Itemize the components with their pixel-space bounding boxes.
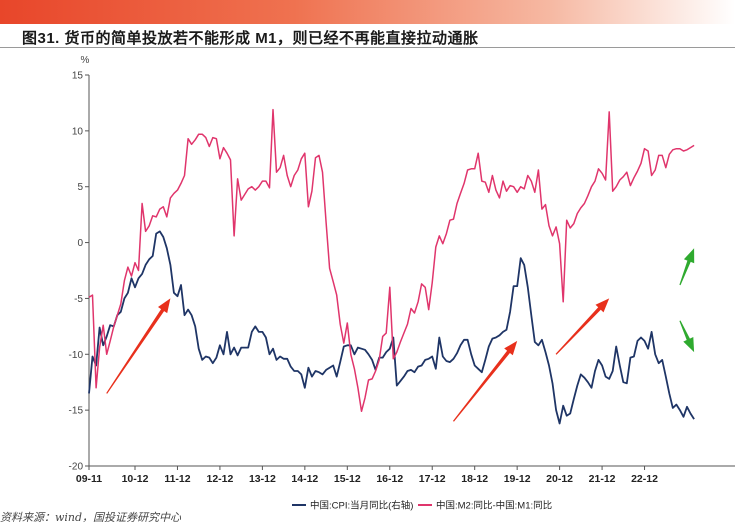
- x-tick-label: 22-12: [631, 473, 658, 485]
- x-tick-label: 09-11: [76, 473, 102, 485]
- source-note: 资料来源：wind，国投证券研究中心: [0, 511, 182, 524]
- x-tick-label: 12-12: [206, 473, 233, 485]
- y-axis-unit-label: %: [81, 55, 90, 66]
- x-tick-label: 13-12: [249, 473, 276, 485]
- series-line-cpi: [88, 230, 695, 425]
- series-line-m2-m1: [88, 108, 695, 413]
- x-tick-label: 19-12: [504, 473, 531, 485]
- x-tick-label: 16-12: [376, 473, 403, 485]
- legend-label-m2-m1: 中国:M2:同比-中国:M1:同比: [436, 500, 552, 512]
- x-tick-label: 21-12: [589, 473, 616, 485]
- header-band: [0, 0, 735, 24]
- x-tick-label: 14-12: [291, 473, 318, 485]
- green-trend-arrow: [679, 320, 695, 353]
- x-tick-label: 20-12: [546, 473, 573, 485]
- y-tick-label: -5: [74, 294, 83, 305]
- y-tick-label: -15: [69, 406, 84, 417]
- x-tick-label: 10-12: [122, 473, 149, 485]
- x-tick-label: 11-12: [164, 473, 190, 485]
- red-trend-arrow: [555, 298, 610, 355]
- figure-title: 图31. 货币的简单投放若不能形成 M1，则已经不再能直接拉动通胀: [22, 30, 479, 47]
- y-tick-label: 5: [77, 182, 83, 193]
- x-tick-label: 17-12: [419, 473, 446, 485]
- title-divider: [0, 47, 735, 48]
- x-tick-label: 15-12: [334, 473, 361, 485]
- green-trend-arrow: [679, 248, 695, 286]
- y-tick-label: 15: [72, 71, 84, 82]
- red-trend-arrow: [106, 298, 171, 394]
- y-tick-label: 10: [72, 126, 84, 137]
- x-tick-label: 18-12: [461, 473, 488, 485]
- y-tick-label: 0: [77, 238, 83, 249]
- y-tick-label: -10: [69, 350, 84, 361]
- legend-label-cpi: 中国:CPI:当月同比(右轴): [310, 500, 413, 512]
- red-trend-arrow: [453, 340, 518, 422]
- y-tick-label: -20: [69, 462, 84, 473]
